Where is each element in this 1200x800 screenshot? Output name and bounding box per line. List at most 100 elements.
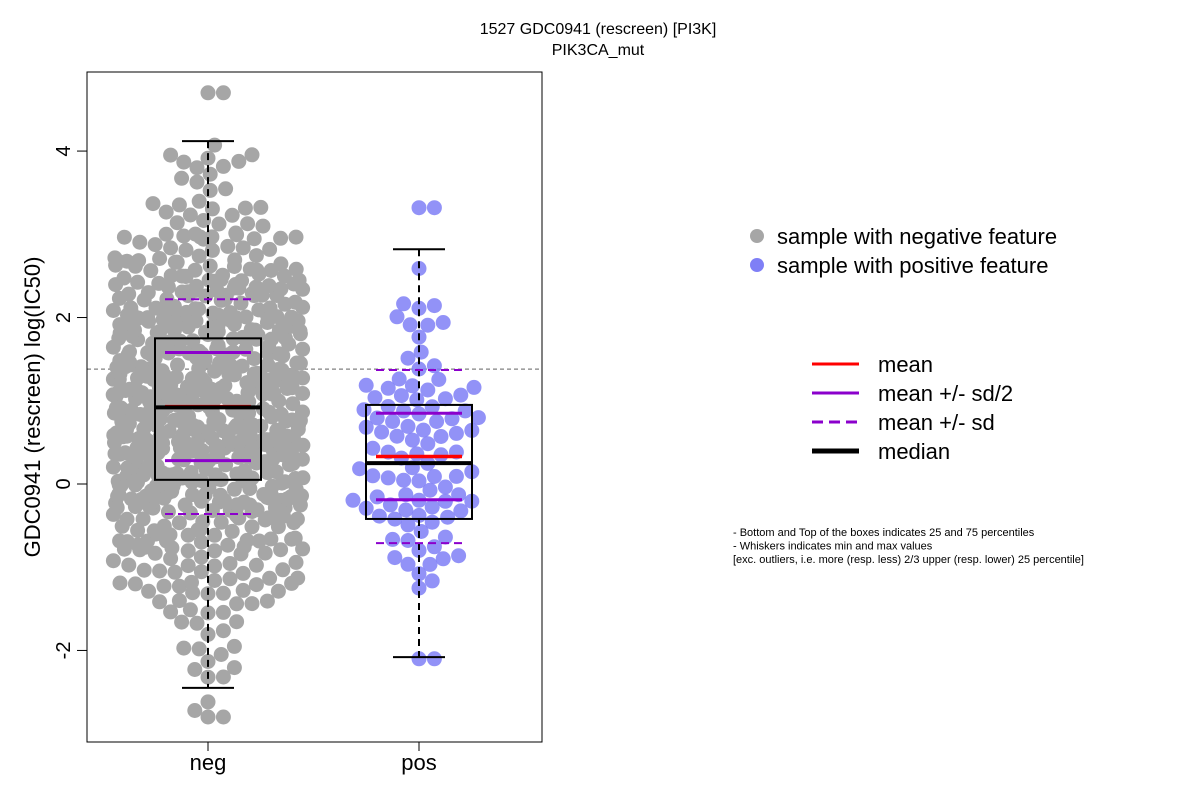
pos-point <box>433 429 449 444</box>
neg-point <box>123 491 139 507</box>
neg-point <box>235 240 251 256</box>
pos-point <box>411 580 427 596</box>
neg-point <box>105 459 121 475</box>
neg-point <box>295 341 311 357</box>
neg-point <box>237 200 253 216</box>
pos-point <box>352 461 368 477</box>
neg-point <box>248 279 264 295</box>
neg-point <box>152 563 168 579</box>
pos-point <box>422 556 438 572</box>
neg-point <box>163 147 179 163</box>
neg-point <box>184 574 199 590</box>
neg-point <box>107 250 123 266</box>
neg-point <box>213 514 229 530</box>
pos-point <box>424 399 440 415</box>
y-tick-label: 4 <box>53 146 75 157</box>
neg-point <box>176 640 192 656</box>
pos-point <box>385 414 401 429</box>
neg-point <box>222 571 238 587</box>
neg-point <box>191 248 207 264</box>
neg-point <box>202 166 218 182</box>
neg-point <box>248 557 264 573</box>
neg-point <box>183 465 199 480</box>
neg-point <box>187 703 203 718</box>
neg-point <box>121 286 137 302</box>
neg-point <box>262 570 278 586</box>
pos-point <box>380 399 396 414</box>
neg-point <box>171 197 187 213</box>
neg-point <box>289 511 305 527</box>
plot-area <box>86 71 543 743</box>
neg-point <box>229 596 245 612</box>
pos-point <box>429 414 445 429</box>
x-tick-label-neg: neg <box>190 750 227 775</box>
neg-point <box>235 565 251 581</box>
pos-point <box>426 469 442 484</box>
neg-point <box>255 401 271 417</box>
neg-point <box>236 494 252 510</box>
neg-point <box>112 575 128 591</box>
neg-point <box>276 268 292 284</box>
neg-point <box>287 294 303 310</box>
neg-point <box>207 558 223 574</box>
neg-point <box>215 85 231 101</box>
pos-point <box>424 573 440 589</box>
legend-line-label: median <box>878 439 950 464</box>
neg-point <box>251 302 267 318</box>
neg-point <box>215 623 231 639</box>
neg-point <box>119 253 135 269</box>
neg-point <box>215 267 231 283</box>
neg-point <box>213 487 228 503</box>
neg-point <box>273 406 289 422</box>
neg-point <box>207 573 223 588</box>
pos-point <box>420 436 436 452</box>
neg-point <box>295 470 311 486</box>
neg-point <box>117 445 133 461</box>
neg-point <box>200 709 216 725</box>
chart-subtitle: PIK3CA_mut <box>552 42 645 59</box>
neg-point <box>163 268 179 284</box>
pos-point <box>396 296 412 312</box>
neg-point <box>163 604 179 620</box>
neg-point <box>158 204 174 220</box>
neg-point <box>201 272 217 288</box>
neg-point <box>234 358 250 374</box>
pos-point <box>422 482 438 498</box>
neg-point <box>284 309 300 325</box>
neg-point <box>215 604 231 620</box>
neg-point <box>121 557 137 573</box>
legend-point-marker <box>750 258 764 272</box>
neg-point <box>220 238 236 254</box>
neg-point <box>152 251 168 266</box>
neg-point <box>154 363 170 379</box>
neg-point <box>122 344 137 360</box>
pos-point <box>470 410 486 426</box>
neg-point <box>148 300 164 316</box>
neg-point <box>130 522 146 538</box>
neg-point <box>228 225 244 241</box>
neg-point <box>262 300 278 316</box>
neg-point <box>234 273 250 289</box>
neg-point <box>143 263 159 279</box>
pos-point <box>369 489 385 505</box>
neg-point <box>239 532 255 548</box>
neg-point <box>171 515 187 531</box>
neg-point <box>226 660 242 676</box>
neg-point <box>151 275 167 291</box>
neg-point <box>248 577 264 593</box>
neg-point <box>174 170 190 186</box>
x-tick-label-pos: pos <box>401 750 436 775</box>
pos-point <box>400 556 416 572</box>
pos-point <box>453 387 469 403</box>
neg-point <box>140 285 156 301</box>
neg-point <box>220 537 236 553</box>
neg-point <box>204 229 220 245</box>
legend-line-label: mean <box>878 352 933 377</box>
neg-point <box>222 305 238 321</box>
neg-point <box>240 216 256 232</box>
neg-point <box>193 534 209 550</box>
neg-point <box>202 182 218 198</box>
neg-point <box>295 404 310 420</box>
neg-point <box>273 230 289 246</box>
pos-point <box>413 524 429 539</box>
